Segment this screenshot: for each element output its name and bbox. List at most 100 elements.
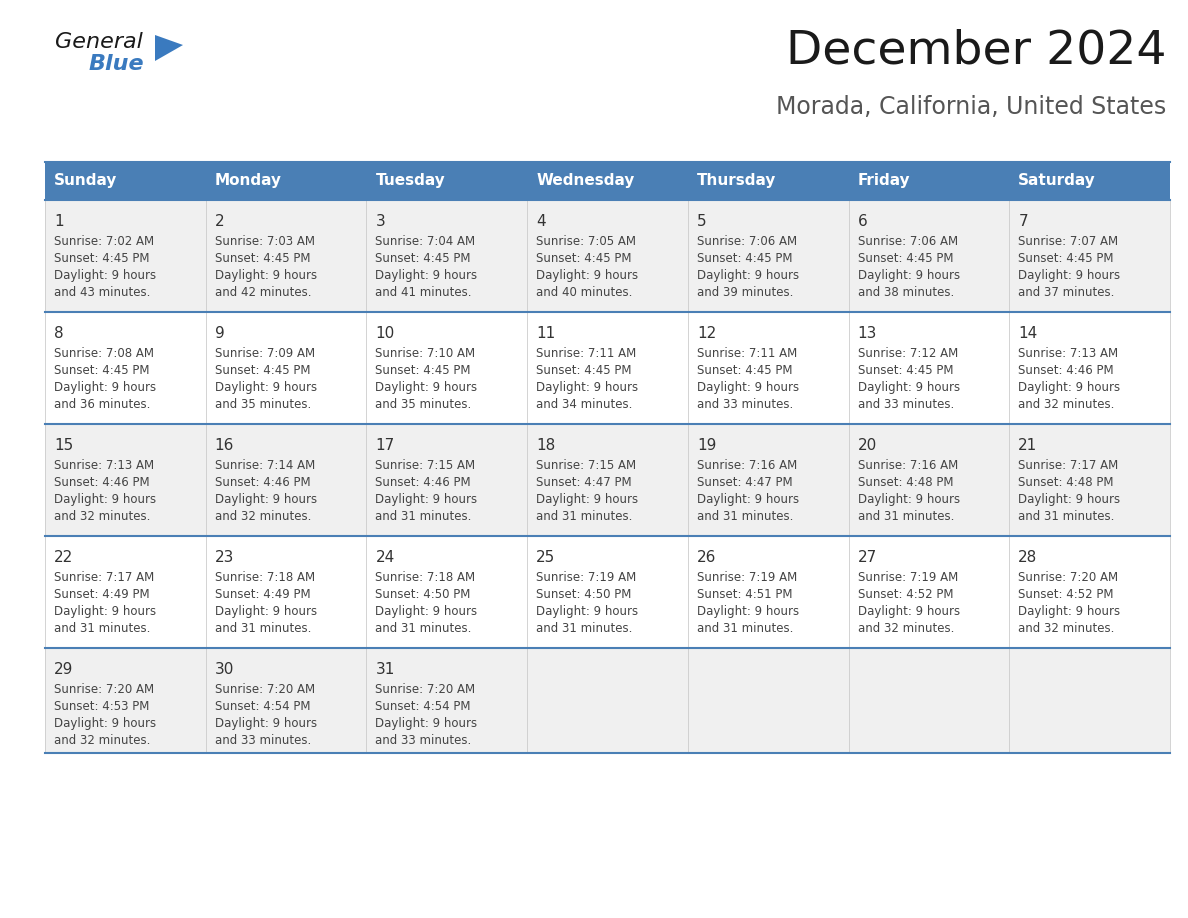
- Text: and 32 minutes.: and 32 minutes.: [858, 622, 954, 635]
- Text: Sunset: 4:49 PM: Sunset: 4:49 PM: [53, 588, 150, 601]
- Text: Sunset: 4:45 PM: Sunset: 4:45 PM: [53, 252, 150, 265]
- Text: 26: 26: [697, 550, 716, 565]
- Bar: [688, 536, 848, 648]
- Text: and 35 minutes.: and 35 minutes.: [375, 398, 472, 411]
- Text: Sunset: 4:52 PM: Sunset: 4:52 PM: [858, 588, 953, 601]
- Text: Sunset: 4:46 PM: Sunset: 4:46 PM: [375, 476, 472, 489]
- Text: Sunset: 4:45 PM: Sunset: 4:45 PM: [697, 252, 792, 265]
- Text: Sunset: 4:46 PM: Sunset: 4:46 PM: [53, 476, 150, 489]
- Text: Blue: Blue: [89, 54, 145, 74]
- Text: Sunrise: 7:20 AM: Sunrise: 7:20 AM: [1018, 571, 1118, 584]
- Text: and 31 minutes.: and 31 minutes.: [697, 622, 794, 635]
- Text: Sunset: 4:45 PM: Sunset: 4:45 PM: [375, 364, 470, 377]
- Text: Daylight: 9 hours: Daylight: 9 hours: [53, 493, 156, 506]
- Text: Daylight: 9 hours: Daylight: 9 hours: [215, 605, 317, 618]
- Text: Sunrise: 7:12 AM: Sunrise: 7:12 AM: [858, 347, 958, 360]
- Bar: [527, 536, 688, 648]
- Text: Sunset: 4:49 PM: Sunset: 4:49 PM: [215, 588, 310, 601]
- Text: 6: 6: [858, 214, 867, 229]
- Bar: [206, 200, 366, 312]
- Text: Friday: Friday: [858, 174, 910, 188]
- Text: 28: 28: [1018, 550, 1037, 565]
- Text: Daylight: 9 hours: Daylight: 9 hours: [1018, 381, 1120, 394]
- Text: Sunset: 4:52 PM: Sunset: 4:52 PM: [1018, 588, 1114, 601]
- Text: 17: 17: [375, 438, 394, 453]
- Text: and 33 minutes.: and 33 minutes.: [215, 734, 311, 747]
- Text: Daylight: 9 hours: Daylight: 9 hours: [53, 269, 156, 282]
- Bar: [45, 536, 206, 648]
- Text: Daylight: 9 hours: Daylight: 9 hours: [375, 493, 478, 506]
- Bar: [1010, 424, 1170, 536]
- Bar: [1010, 200, 1170, 312]
- Text: Sunset: 4:45 PM: Sunset: 4:45 PM: [1018, 252, 1114, 265]
- Text: and 32 minutes.: and 32 minutes.: [53, 734, 151, 747]
- Bar: [1010, 648, 1170, 753]
- Bar: [206, 424, 366, 536]
- Bar: [527, 162, 688, 200]
- Bar: [206, 648, 366, 753]
- Text: Sunset: 4:47 PM: Sunset: 4:47 PM: [536, 476, 632, 489]
- Text: Sunrise: 7:07 AM: Sunrise: 7:07 AM: [1018, 235, 1118, 248]
- Text: Sunset: 4:53 PM: Sunset: 4:53 PM: [53, 700, 150, 713]
- Bar: [527, 200, 688, 312]
- Text: Wednesday: Wednesday: [536, 174, 634, 188]
- Polygon shape: [154, 35, 183, 61]
- Text: Sunset: 4:54 PM: Sunset: 4:54 PM: [215, 700, 310, 713]
- Text: Sunrise: 7:03 AM: Sunrise: 7:03 AM: [215, 235, 315, 248]
- Text: 29: 29: [53, 662, 74, 677]
- Text: Monday: Monday: [215, 174, 282, 188]
- Text: Sunrise: 7:20 AM: Sunrise: 7:20 AM: [215, 683, 315, 696]
- Text: Sunrise: 7:15 AM: Sunrise: 7:15 AM: [536, 459, 637, 472]
- Text: Sunset: 4:48 PM: Sunset: 4:48 PM: [858, 476, 953, 489]
- Text: Daylight: 9 hours: Daylight: 9 hours: [1018, 605, 1120, 618]
- Text: Sunrise: 7:18 AM: Sunrise: 7:18 AM: [215, 571, 315, 584]
- Text: Sunrise: 7:15 AM: Sunrise: 7:15 AM: [375, 459, 475, 472]
- Text: Sunset: 4:54 PM: Sunset: 4:54 PM: [375, 700, 470, 713]
- Text: Daylight: 9 hours: Daylight: 9 hours: [858, 269, 960, 282]
- Text: Sunset: 4:45 PM: Sunset: 4:45 PM: [536, 252, 632, 265]
- Text: Daylight: 9 hours: Daylight: 9 hours: [1018, 269, 1120, 282]
- Text: December 2024: December 2024: [785, 28, 1165, 73]
- Text: Sunrise: 7:06 AM: Sunrise: 7:06 AM: [697, 235, 797, 248]
- Text: 2: 2: [215, 214, 225, 229]
- Text: 9: 9: [215, 326, 225, 341]
- Text: Sunset: 4:48 PM: Sunset: 4:48 PM: [1018, 476, 1114, 489]
- Text: 23: 23: [215, 550, 234, 565]
- Text: 13: 13: [858, 326, 877, 341]
- Text: Sunrise: 7:19 AM: Sunrise: 7:19 AM: [536, 571, 637, 584]
- Text: 8: 8: [53, 326, 64, 341]
- Text: Sunset: 4:45 PM: Sunset: 4:45 PM: [697, 364, 792, 377]
- Text: Sunrise: 7:02 AM: Sunrise: 7:02 AM: [53, 235, 154, 248]
- Text: Daylight: 9 hours: Daylight: 9 hours: [858, 605, 960, 618]
- Text: 5: 5: [697, 214, 707, 229]
- Text: Daylight: 9 hours: Daylight: 9 hours: [697, 381, 800, 394]
- Text: and 43 minutes.: and 43 minutes.: [53, 286, 151, 299]
- Text: Sunrise: 7:19 AM: Sunrise: 7:19 AM: [697, 571, 797, 584]
- Text: Daylight: 9 hours: Daylight: 9 hours: [215, 269, 317, 282]
- Text: Daylight: 9 hours: Daylight: 9 hours: [215, 381, 317, 394]
- Bar: [1010, 536, 1170, 648]
- Text: and 42 minutes.: and 42 minutes.: [215, 286, 311, 299]
- Text: Sunset: 4:45 PM: Sunset: 4:45 PM: [858, 364, 953, 377]
- Text: and 32 minutes.: and 32 minutes.: [1018, 398, 1114, 411]
- Bar: [527, 648, 688, 753]
- Text: and 31 minutes.: and 31 minutes.: [215, 622, 311, 635]
- Text: and 33 minutes.: and 33 minutes.: [858, 398, 954, 411]
- Text: Sunset: 4:46 PM: Sunset: 4:46 PM: [215, 476, 310, 489]
- Text: Sunset: 4:51 PM: Sunset: 4:51 PM: [697, 588, 792, 601]
- Text: Tuesday: Tuesday: [375, 174, 446, 188]
- Text: and 31 minutes.: and 31 minutes.: [536, 510, 632, 523]
- Bar: [848, 648, 1010, 753]
- Text: Daylight: 9 hours: Daylight: 9 hours: [375, 381, 478, 394]
- Text: and 31 minutes.: and 31 minutes.: [1018, 510, 1114, 523]
- Text: Daylight: 9 hours: Daylight: 9 hours: [536, 493, 638, 506]
- Text: and 40 minutes.: and 40 minutes.: [536, 286, 632, 299]
- Bar: [688, 200, 848, 312]
- Text: and 32 minutes.: and 32 minutes.: [53, 510, 151, 523]
- Text: and 34 minutes.: and 34 minutes.: [536, 398, 632, 411]
- Text: 25: 25: [536, 550, 556, 565]
- Text: Sunset: 4:50 PM: Sunset: 4:50 PM: [536, 588, 632, 601]
- Bar: [848, 312, 1010, 424]
- Text: and 31 minutes.: and 31 minutes.: [536, 622, 632, 635]
- Bar: [45, 648, 206, 753]
